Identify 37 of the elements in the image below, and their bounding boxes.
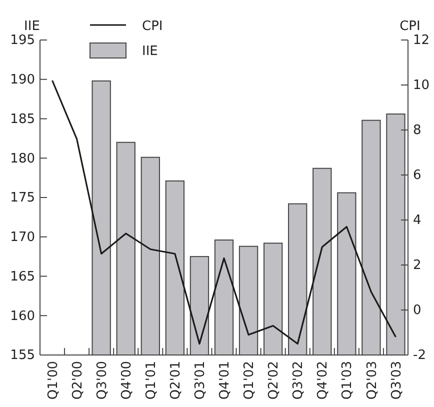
x-tick-label: Q4'01	[218, 361, 233, 400]
line-series	[51, 80, 397, 345]
x-tick-label: Q3'02	[291, 361, 306, 400]
y2-tick-label: 0	[413, 303, 422, 318]
x-tick-label: Q1'03	[340, 361, 356, 400]
y-tick-label: 175	[10, 190, 35, 206]
x-tick-label: Q3'00	[94, 361, 110, 400]
x-tick-label: Q3'01	[193, 361, 208, 400]
y-tick-label: 165	[10, 269, 35, 284]
y-tick-label: 195	[10, 33, 35, 48]
y2-tick-label: 2	[413, 258, 422, 274]
y2-tick-label: 10	[413, 78, 430, 94]
legend-label: IIE	[142, 44, 158, 59]
x-tick-label: Q4'02	[316, 361, 331, 400]
x-tick-label: Q1'01	[144, 361, 159, 400]
y-axis-title: IIE	[24, 19, 40, 34]
x-tick-label: Q2'01	[168, 361, 184, 400]
y2-axis-title: CPI	[400, 19, 420, 34]
x-tick-label: Q3'03	[389, 361, 404, 400]
x-tick-label: Q2'02	[266, 361, 282, 400]
y-tick-label: 170	[10, 230, 35, 246]
y-tick-label: 155	[10, 348, 35, 364]
y-tick-label: 180	[10, 151, 35, 166]
x-tick-label: Q2'03	[364, 361, 380, 400]
y-tick-label: 190	[10, 72, 35, 88]
x-tick-label: Q1'02	[242, 361, 258, 400]
y2-tick-label: 8	[413, 123, 422, 138]
y2-tick-label: 12	[413, 33, 430, 48]
x-tick-label: Q2'00	[70, 361, 86, 400]
y2-tick-label: -2	[413, 348, 426, 364]
y-tick-label: 160	[10, 308, 35, 324]
x-tick-label: Q4'00	[119, 361, 134, 400]
y2-tick-label: 4	[413, 213, 422, 228]
x-tick-label: Q1'00	[46, 361, 61, 400]
y2-tick-label: 6	[413, 168, 422, 184]
legend-label: CPI	[142, 19, 163, 34]
y-tick-label: 185	[10, 112, 35, 127]
